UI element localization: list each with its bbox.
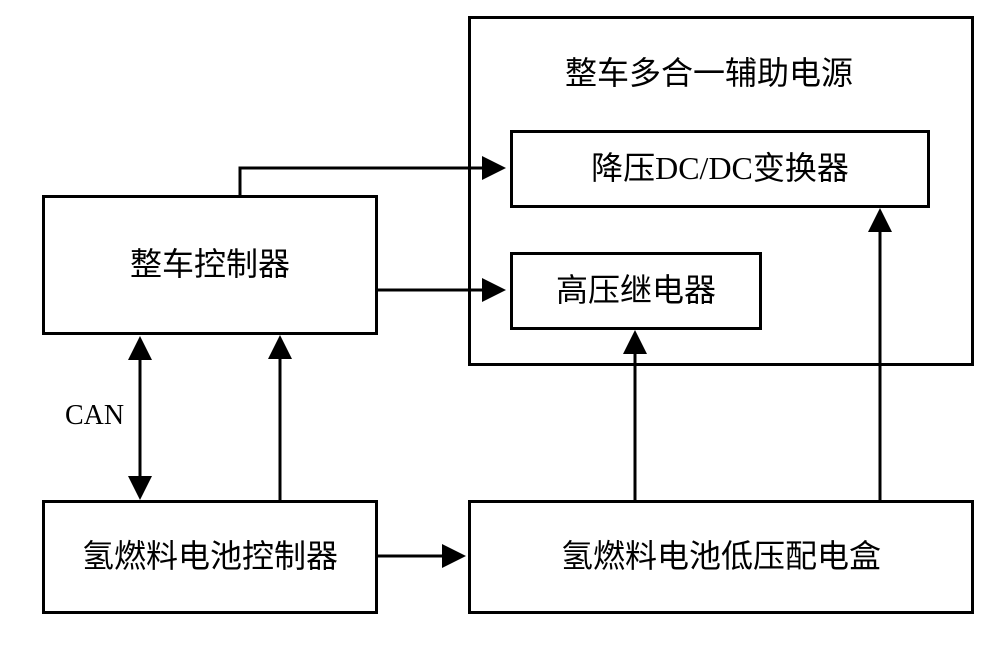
hv-relay-label: 高压继电器 — [556, 270, 716, 312]
vcu-label: 整车控制器 — [130, 244, 290, 286]
hv-relay-node: 高压继电器 — [510, 252, 762, 330]
fc-lv-box-node: 氢燃料电池低压配电盒 — [468, 500, 974, 614]
aux-power-label-text: 整车多合一辅助电源 — [565, 55, 853, 91]
can-label-text: CAN — [65, 400, 124, 431]
fc-lv-box-label: 氢燃料电池低压配电盒 — [561, 536, 881, 578]
arrow-vcu-to-dcdc — [240, 168, 500, 195]
dcdc-node: 降压DC/DC变换器 — [510, 130, 930, 208]
can-label: CAN — [65, 400, 124, 432]
vcu-node: 整车控制器 — [42, 195, 378, 335]
fc-controller-label: 氢燃料电池控制器 — [82, 536, 338, 578]
aux-power-label: 整车多合一辅助电源 — [565, 48, 853, 94]
dcdc-label: 降压DC/DC变换器 — [591, 148, 849, 190]
fc-controller-node: 氢燃料电池控制器 — [42, 500, 378, 614]
